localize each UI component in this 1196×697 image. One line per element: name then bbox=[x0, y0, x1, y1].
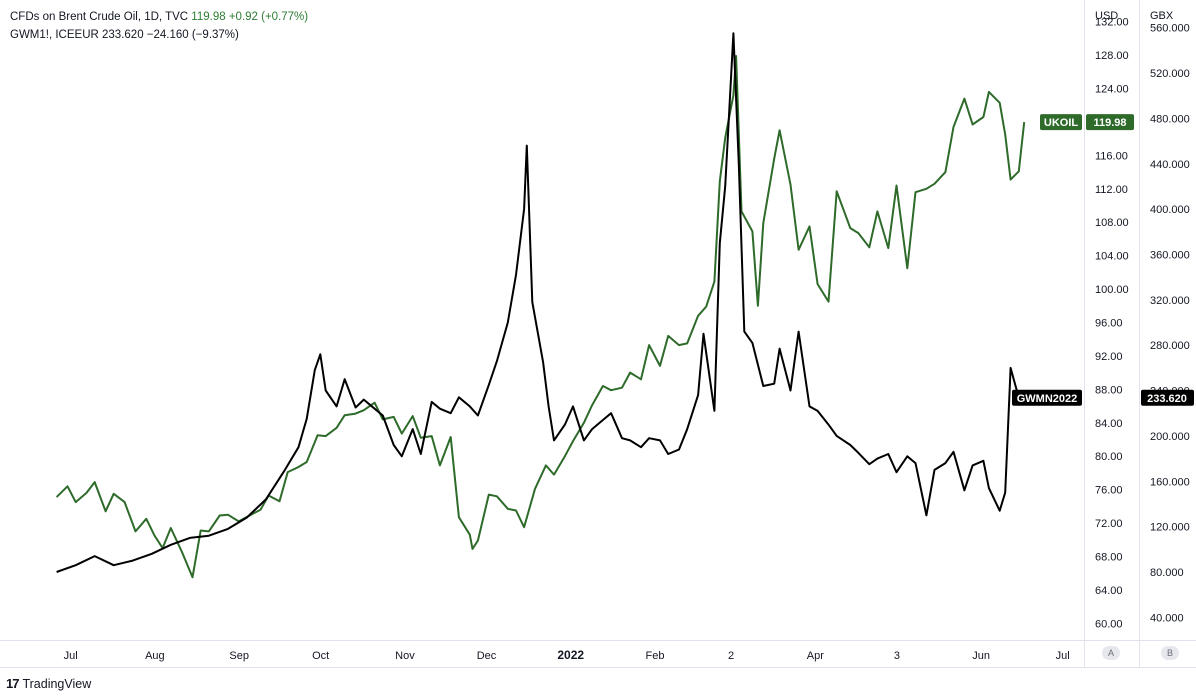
time-tick-label: Feb bbox=[646, 650, 665, 662]
ukoil-name-badge bbox=[1040, 114, 1082, 131]
usd-tick-label: 96.00 bbox=[1095, 318, 1123, 330]
usd-tick-label: 64.00 bbox=[1095, 585, 1123, 597]
usd-unit-label: USD bbox=[1095, 10, 1118, 22]
legend-brent-name: CFDs on Brent Crude Oil, 1D, TVC bbox=[10, 11, 189, 23]
time-tick-label: Oct bbox=[312, 650, 329, 662]
legend-gas-name: GWM1!, ICEEUR bbox=[10, 29, 99, 41]
ukoil-name-badge-text: UKOIL bbox=[1044, 117, 1079, 129]
legend-brent: CFDs on Brent Crude Oil, 1D, TVC 119.98 … bbox=[10, 8, 308, 26]
ukoil-price-badge-text: 119.98 bbox=[1093, 117, 1126, 129]
usd-tick-label: 116.00 bbox=[1095, 150, 1128, 162]
gbx-tick-label: 40.000 bbox=[1150, 612, 1184, 624]
usd-tick-label: 100.00 bbox=[1095, 284, 1129, 296]
time-tick-label: Jul bbox=[64, 650, 78, 662]
gbx-tick-label: 160.000 bbox=[1150, 476, 1190, 488]
time-tick-label: Nov bbox=[395, 650, 415, 662]
legend-brent-last: 119.98 bbox=[191, 11, 226, 23]
gbx-unit-label: GBX bbox=[1150, 10, 1174, 22]
gwmn-name-badge bbox=[1012, 389, 1082, 406]
usd-tick-label: 124.00 bbox=[1095, 84, 1129, 96]
time-tick-label: 2 bbox=[728, 650, 734, 662]
time-tick-label: Aug bbox=[145, 650, 165, 662]
usd-tick-label: 84.00 bbox=[1095, 418, 1123, 430]
gbx-tick-label: 520.000 bbox=[1150, 68, 1190, 80]
time-tick-label: Apr bbox=[807, 650, 824, 662]
usd-tick-label: 88.00 bbox=[1095, 384, 1123, 396]
usd-tick-label: 132.00 bbox=[1095, 17, 1129, 29]
gwmn-name-badge-text: GWMN2022 bbox=[1017, 393, 1078, 405]
gbx-tick-label: 400.000 bbox=[1150, 204, 1190, 216]
log-scale-button[interactable]: B bbox=[1161, 646, 1179, 660]
time-tick-label: Jul bbox=[1056, 650, 1070, 662]
gbx-tick-label: 200.000 bbox=[1150, 431, 1190, 443]
chart-legend: CFDs on Brent Crude Oil, 1D, TVC 119.98 … bbox=[10, 8, 308, 44]
usd-tick-label: 108.00 bbox=[1095, 217, 1129, 229]
gwmn-price-badge-text: 233.620 bbox=[1147, 393, 1187, 405]
gbx-tick-label: 80.000 bbox=[1150, 567, 1184, 579]
time-tick-label: Jun bbox=[972, 650, 990, 662]
series-line-ukoil[interactable] bbox=[55, 55, 1026, 579]
usd-tick-label: 92.00 bbox=[1095, 351, 1123, 363]
gbx-tick-label: 480.000 bbox=[1150, 113, 1190, 125]
tradingview-logo[interactable]: 17 TradingView bbox=[6, 676, 91, 691]
usd-tick-label: 76.00 bbox=[1095, 485, 1123, 497]
series-line-gwmn2022[interactable] bbox=[56, 32, 1020, 573]
gbx-tick-label: 440.000 bbox=[1150, 159, 1190, 171]
gbx-tick-label: 120.000 bbox=[1150, 522, 1190, 534]
usd-tick-label: 112.00 bbox=[1095, 184, 1128, 196]
time-tick-label: Dec bbox=[477, 650, 497, 662]
usd-tick-label: 128.00 bbox=[1095, 50, 1129, 62]
usd-tick-label: 72.00 bbox=[1095, 518, 1123, 530]
legend-gas: GWM1!, ICEEUR 233.620 −24.160 (−9.37%) bbox=[10, 26, 308, 44]
tradingview-logo-icon: 17 bbox=[6, 676, 20, 691]
tradingview-wordmark: TradingView bbox=[22, 676, 92, 691]
usd-tick-label: 80.00 bbox=[1095, 451, 1123, 463]
time-tick-label: Sep bbox=[229, 650, 249, 662]
usd-tick-label: 104.00 bbox=[1095, 251, 1129, 263]
usd-tick-label: 68.00 bbox=[1095, 551, 1123, 563]
legend-gas-change: −24.160 (−9.37%) bbox=[146, 29, 239, 41]
gwmn-price-badge bbox=[1141, 389, 1194, 406]
gbx-tick-label: 280.000 bbox=[1150, 340, 1190, 352]
time-tick-label: 3 bbox=[894, 650, 900, 662]
gbx-tick-label: 320.000 bbox=[1150, 295, 1190, 307]
gbx-tick-label: 360.000 bbox=[1150, 249, 1190, 261]
auto-scale-button[interactable]: A bbox=[1102, 646, 1120, 660]
legend-brent-change: +0.92 (+0.77%) bbox=[228, 11, 309, 23]
legend-gas-last: 233.620 bbox=[102, 29, 144, 41]
ukoil-price-badge bbox=[1086, 114, 1134, 131]
gbx-tick-label: 560.000 bbox=[1150, 23, 1190, 35]
time-tick-label: 2022 bbox=[557, 648, 584, 662]
usd-tick-label: 60.00 bbox=[1095, 618, 1123, 630]
